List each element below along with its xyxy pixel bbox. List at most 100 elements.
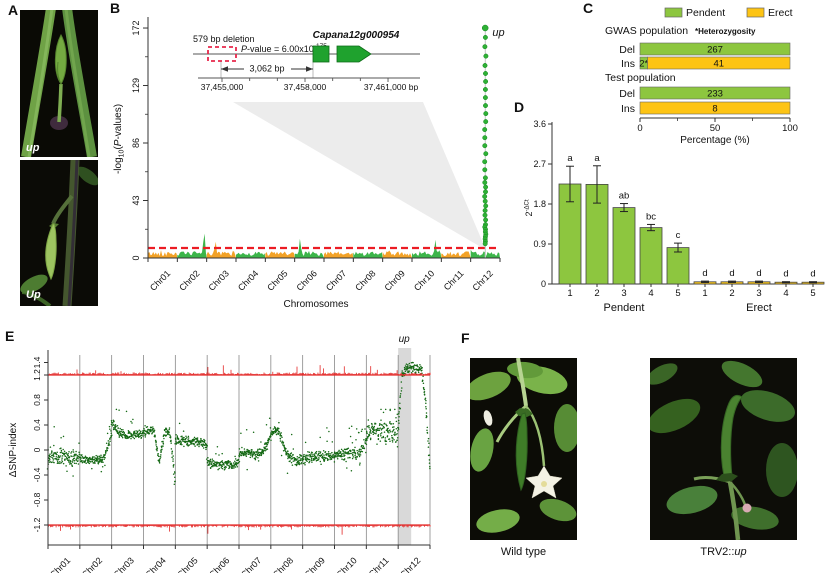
- peak-snp-dot: [483, 103, 488, 109]
- segment-count: 233: [707, 89, 723, 100]
- e-xtick-Chr04: Chr04: [143, 555, 167, 573]
- main-stem: [62, 160, 80, 306]
- e-xtick-Chr09: Chr09: [303, 555, 327, 573]
- e-ytick: 0: [32, 447, 42, 452]
- row-label-Del: Del: [619, 44, 635, 56]
- photo-Up-wildtype-fruit: Up: [20, 160, 98, 306]
- significance-letter: d: [783, 269, 788, 280]
- e-up-label: up: [399, 334, 411, 345]
- chrom-signal-Chr04: [236, 251, 266, 258]
- d-xtick: 1: [702, 288, 707, 299]
- stem: [727, 481, 741, 540]
- segment-count: 267: [707, 45, 723, 56]
- d-ytick: 0: [541, 279, 546, 289]
- expression-bar-chart: 0 0.9 1.8 2.7 3.6 2-ΔCt a 1 a 2 ab 3 bc 4 c 5 Pendent d 1 d…: [524, 119, 825, 314]
- peak-snp-dot: [483, 151, 489, 157]
- significance-letter: c: [676, 230, 681, 241]
- chrom-signal-Chr07: [324, 251, 354, 258]
- peak-snp-dot: [482, 180, 488, 185]
- photo-tag-up: up: [26, 142, 40, 154]
- bud-shading: [57, 61, 62, 85]
- d-xtick: 3: [756, 288, 761, 299]
- e-ytick: 1.4: [32, 356, 42, 368]
- e-xtick-Chr05: Chr05: [175, 555, 199, 573]
- node: [50, 116, 68, 130]
- e-ytick: -1.2: [32, 517, 42, 532]
- leaf: [539, 498, 577, 522]
- pedicel: [525, 405, 546, 467]
- bar-segment-Pendent: [639, 86, 791, 100]
- b-xtick-Chr12: Chr12: [471, 268, 495, 292]
- heterozygosity-note: *Heterozygosity: [695, 27, 756, 36]
- chrom-signal-Chr03: [206, 241, 236, 258]
- leaf: [666, 485, 718, 515]
- peak-snp-dot: [482, 143, 488, 149]
- significance-letter: ab: [619, 191, 630, 202]
- b-xtick-Chr08: Chr08: [353, 268, 377, 292]
- pendent-fruit: [45, 223, 57, 281]
- significance-letter: d: [729, 268, 734, 279]
- leaf: [766, 443, 797, 497]
- peak-snp-dot: [483, 79, 489, 84]
- peak-snp-dot: [482, 159, 488, 165]
- significance-letter: d: [756, 268, 761, 279]
- legend-label-erect: Erect: [768, 7, 793, 19]
- legend-swatch-pendent: [664, 7, 683, 18]
- photo-tag-Up: Up: [26, 289, 41, 301]
- distance-label: 3,062 bp: [249, 64, 284, 74]
- panel-a-label: A: [8, 2, 19, 18]
- caption-trv2-italic: up: [734, 546, 747, 558]
- row-label-Del: Del: [619, 88, 635, 100]
- leaf: [650, 363, 678, 385]
- bar-segment-Pendent: [639, 42, 791, 56]
- peak-snp-dot: [482, 95, 488, 101]
- calyx: [515, 408, 533, 417]
- scale-tick: 37,455,000: [201, 82, 244, 92]
- pedicel: [51, 194, 74, 225]
- peak-snp-dot: [483, 203, 489, 209]
- peak-snp-dot: [482, 241, 488, 247]
- peak-snp-dot: [482, 135, 488, 141]
- c-xtick: 100: [782, 123, 798, 134]
- chrom-signal-Chr05: [265, 251, 295, 258]
- e-xtick-Chr12: Chr12: [398, 555, 422, 573]
- group-label-Pendent: Pendent: [604, 302, 645, 314]
- peak-snp-dot: [483, 189, 488, 195]
- peak-snp-dot: [482, 194, 488, 199]
- flower-center: [541, 481, 547, 487]
- peak-snp-dot: [482, 208, 488, 213]
- stem-right-highlight: [64, 10, 91, 157]
- d-ytick: 0.9: [533, 239, 546, 249]
- chrom-signal-Chr09: [382, 250, 412, 258]
- d-xtick: 2: [729, 288, 734, 299]
- photo-wild-type: [470, 358, 577, 540]
- c-xtick: 0: [637, 123, 642, 134]
- peak-snp-dot: [482, 167, 488, 173]
- e-ytick: 0.4: [32, 419, 42, 431]
- e-xtick-Chr02: Chr02: [80, 555, 104, 573]
- panel-f-label: F: [461, 330, 470, 346]
- row-label-Ins: Ins: [621, 58, 635, 70]
- d-xtick: 2: [594, 288, 599, 299]
- b-ylabel: -log10(P-values): [113, 104, 126, 174]
- deletion-label: 579 bp deletion: [193, 34, 255, 44]
- peak-snp-dot: [482, 87, 488, 92]
- c-xlabel: Percentage (%): [680, 135, 749, 146]
- d-ytick: 3.6: [533, 119, 546, 129]
- leaf: [77, 166, 98, 186]
- peak-snp-dot: [483, 71, 488, 76]
- peak-snp-dot: [482, 34, 488, 40]
- e-xtick-Chr07: Chr07: [239, 555, 263, 573]
- b-xlabel: Chromosomes: [283, 299, 348, 310]
- peak-snp-dot: [483, 111, 489, 117]
- b-xtick-Chr06: Chr06: [295, 268, 319, 292]
- peak-snp-dot: [481, 24, 489, 32]
- significance-letter: d: [702, 268, 707, 279]
- chrom-signal-Chr08: [353, 251, 383, 258]
- leaf: [476, 509, 520, 533]
- peak-label-up: up: [492, 27, 504, 39]
- pendent-fruit: [515, 412, 528, 492]
- bar-segment-Erect: [639, 101, 791, 115]
